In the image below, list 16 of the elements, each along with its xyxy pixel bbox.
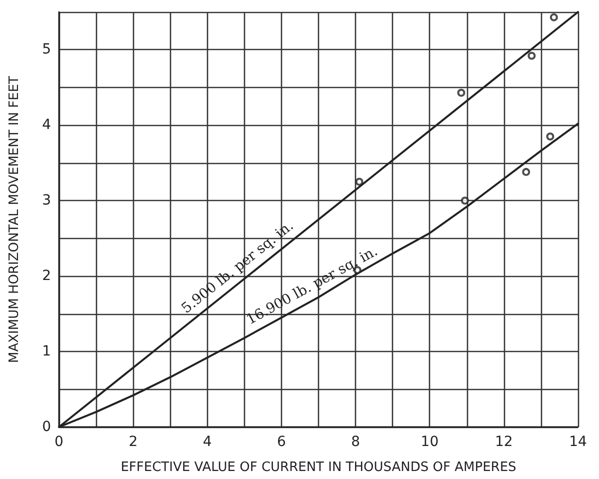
y-tick-label: 3 <box>42 192 51 209</box>
x-tick-label: 6 <box>276 434 286 450</box>
x-tick-label: 8 <box>351 434 360 450</box>
x-tick-label: 10 <box>420 434 439 450</box>
x-tick-label: 0 <box>54 434 64 450</box>
x-tick-label: 4 <box>202 434 212 450</box>
y-axis-title: MAXIMUM HORIZONTAL MOVEMENT IN FEET <box>7 76 22 363</box>
y-tick-label: 2 <box>42 268 51 284</box>
y-tick-label: 4 <box>42 117 52 134</box>
y-tick-label: 5 <box>42 42 51 58</box>
x-tick-label: 2 <box>128 434 138 450</box>
y-tick-label: 0 <box>42 419 51 435</box>
y-tick-label: 1 <box>42 344 51 360</box>
x-tick-label: 12 <box>494 434 513 450</box>
x-tick-label: 14 <box>569 434 587 450</box>
x-axis-title: EFFECTIVE VALUE OF CURRENT IN THOUSANDS OF AMPERES <box>120 460 516 475</box>
